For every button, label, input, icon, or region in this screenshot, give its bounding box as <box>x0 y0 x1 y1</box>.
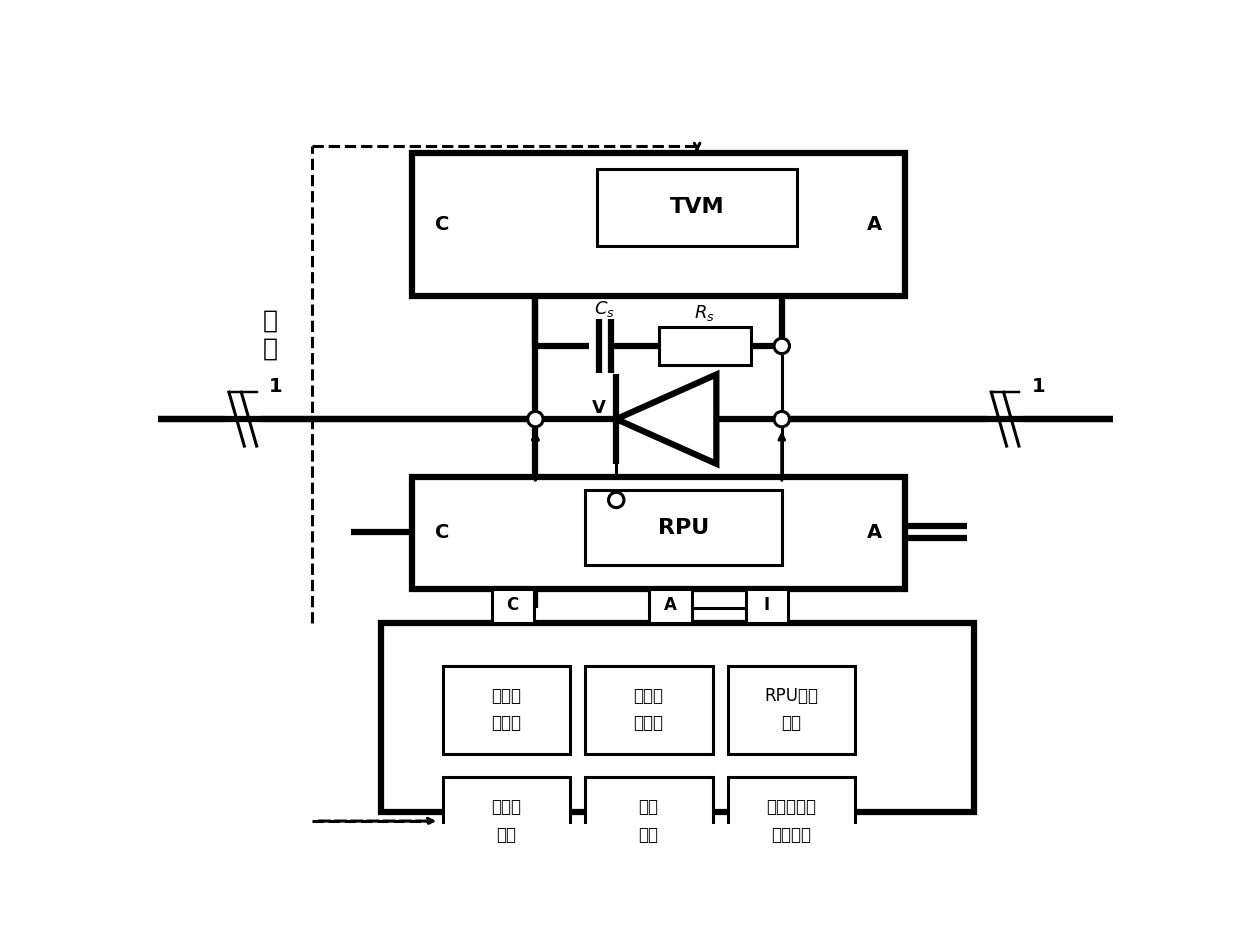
Circle shape <box>609 493 624 507</box>
Bar <box>585 666 713 754</box>
Text: I: I <box>764 596 770 615</box>
Text: A: A <box>867 215 882 233</box>
Text: C: C <box>506 596 518 615</box>
Bar <box>491 589 534 623</box>
Bar <box>728 777 854 866</box>
Circle shape <box>774 338 790 354</box>
Text: V: V <box>593 398 606 417</box>
Text: 源单元: 源单元 <box>491 714 521 732</box>
Text: 工频电: 工频电 <box>491 686 521 705</box>
Bar <box>658 327 751 365</box>
Text: 单元: 单元 <box>496 826 516 844</box>
Bar <box>443 777 570 866</box>
Text: RPU: RPU <box>657 518 709 538</box>
Polygon shape <box>616 374 717 464</box>
Text: 1: 1 <box>1032 377 1045 396</box>
Text: 数据设置及: 数据设置及 <box>766 798 816 816</box>
Bar <box>585 777 713 866</box>
Text: 单元: 单元 <box>781 714 801 732</box>
Circle shape <box>774 411 790 427</box>
Bar <box>443 666 570 754</box>
Circle shape <box>528 411 543 427</box>
Text: C: C <box>435 215 450 233</box>
Bar <box>596 169 797 246</box>
Bar <box>745 589 787 623</box>
Bar <box>728 666 854 754</box>
Bar <box>382 623 975 812</box>
Text: $C_s$: $C_s$ <box>594 299 615 319</box>
Text: $R_s$: $R_s$ <box>694 303 715 323</box>
Text: 量单元: 量单元 <box>634 714 663 732</box>
Text: TVM: TVM <box>670 197 724 218</box>
Text: 1: 1 <box>269 377 283 396</box>
Text: 光接收: 光接收 <box>491 798 521 816</box>
Text: 阻容测: 阻容测 <box>634 686 663 705</box>
Text: A: A <box>867 523 882 542</box>
Bar <box>412 154 905 296</box>
Bar <box>650 589 692 623</box>
Text: A: A <box>663 596 677 615</box>
Bar <box>585 490 781 566</box>
Text: 控制: 控制 <box>639 798 658 816</box>
Text: 显示单元: 显示单元 <box>771 826 811 844</box>
Text: RPU检测: RPU检测 <box>764 686 818 705</box>
Text: 单元: 单元 <box>639 826 658 844</box>
Text: C: C <box>435 523 450 542</box>
Bar <box>412 477 905 589</box>
Text: 光
纤: 光 纤 <box>262 308 278 360</box>
